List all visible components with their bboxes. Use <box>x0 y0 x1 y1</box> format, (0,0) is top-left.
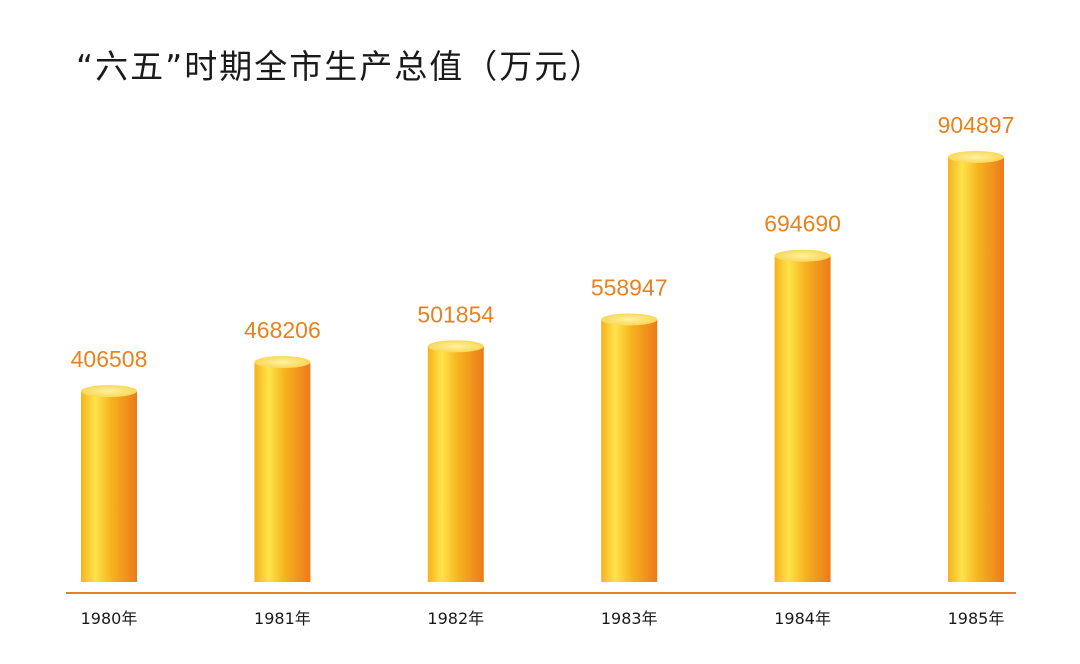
bar-body <box>948 157 1004 582</box>
bar-top-cap <box>81 385 137 398</box>
bar-1980年 <box>81 385 137 582</box>
bar-body <box>427 346 484 582</box>
bar-1982年 <box>427 340 484 582</box>
x-tick-label: 1985年 <box>948 609 1005 628</box>
bar-1983年 <box>601 313 658 582</box>
value-label: 558947 <box>591 274 668 300</box>
bar-body <box>81 391 137 582</box>
value-label: 694690 <box>764 211 841 237</box>
x-tick-label: 1984年 <box>774 609 831 628</box>
bar-1981年 <box>254 356 311 582</box>
bar-1984年 <box>774 249 831 582</box>
bar-top-cap <box>427 340 484 353</box>
bar-top-cap <box>774 249 831 262</box>
bar-top-cap <box>948 151 1004 163</box>
x-tick-label: 1983年 <box>601 609 658 628</box>
bar-body <box>254 362 311 582</box>
value-label: 468206 <box>244 317 321 343</box>
bar-top-cap <box>254 356 311 369</box>
chart-title: “六五”时期全市生产总值（万元） <box>76 47 605 86</box>
x-tick-label: 1980年 <box>81 609 138 628</box>
x-tick-label: 1981年 <box>254 609 311 628</box>
value-label: 501854 <box>417 301 494 327</box>
value-label: 904897 <box>938 112 1015 138</box>
value-label: 406508 <box>71 346 148 372</box>
bar-1985年 <box>948 151 1004 582</box>
bar-body <box>774 255 831 582</box>
bar-body <box>601 319 658 582</box>
x-tick-label: 1982年 <box>427 609 484 628</box>
bar-top-cap <box>601 313 658 326</box>
